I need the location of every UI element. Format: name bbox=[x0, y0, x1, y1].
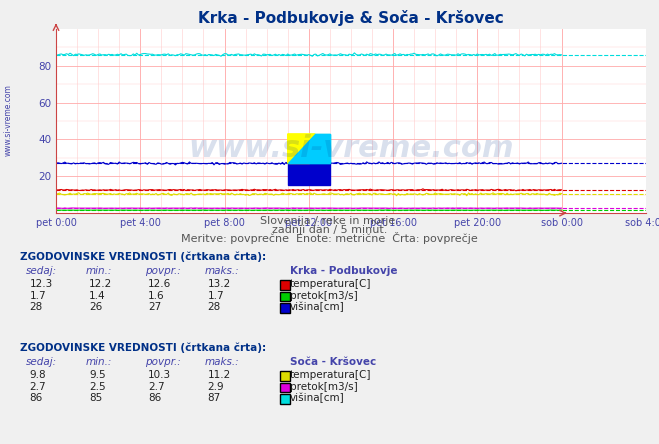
Text: 1.6: 1.6 bbox=[148, 291, 165, 301]
Text: temperatura[C]: temperatura[C] bbox=[290, 370, 372, 381]
Text: pretok[m3/s]: pretok[m3/s] bbox=[290, 382, 358, 392]
Text: 2.7: 2.7 bbox=[30, 382, 46, 392]
Text: sedaj:: sedaj: bbox=[26, 357, 57, 367]
Text: 13.2: 13.2 bbox=[208, 279, 231, 289]
Text: 27: 27 bbox=[148, 302, 161, 313]
Text: 12.6: 12.6 bbox=[148, 279, 171, 289]
Text: 2.9: 2.9 bbox=[208, 382, 224, 392]
Text: maks.:: maks.: bbox=[204, 266, 239, 276]
Text: Meritve: povprečne  Enote: metrične  Črta: povprečje: Meritve: povprečne Enote: metrične Črta:… bbox=[181, 232, 478, 244]
Text: 9.8: 9.8 bbox=[30, 370, 46, 381]
Text: povpr.:: povpr.: bbox=[145, 357, 181, 367]
Text: ZGODOVINSKE VREDNOSTI (črtkana črta):: ZGODOVINSKE VREDNOSTI (črtkana črta): bbox=[20, 342, 266, 353]
Text: Soča - Kršovec: Soča - Kršovec bbox=[290, 357, 376, 367]
Text: min.:: min.: bbox=[86, 357, 112, 367]
Text: maks.:: maks.: bbox=[204, 357, 239, 367]
Text: 11.2: 11.2 bbox=[208, 370, 231, 381]
Text: pretok[m3/s]: pretok[m3/s] bbox=[290, 291, 358, 301]
Text: zadnji dan / 5 minut.: zadnji dan / 5 minut. bbox=[272, 225, 387, 235]
Title: Krka - Podbukovje & Soča - Kršovec: Krka - Podbukovje & Soča - Kršovec bbox=[198, 10, 503, 26]
Polygon shape bbox=[288, 134, 315, 163]
Text: 86: 86 bbox=[148, 393, 161, 404]
Bar bbox=[288, 134, 309, 163]
Text: 26: 26 bbox=[89, 302, 102, 313]
Bar bbox=[309, 134, 330, 163]
Text: 1.7: 1.7 bbox=[208, 291, 224, 301]
Text: 12.3: 12.3 bbox=[30, 279, 53, 289]
Text: 12.2: 12.2 bbox=[89, 279, 112, 289]
Text: ZGODOVINSKE VREDNOSTI (črtkana črta):: ZGODOVINSKE VREDNOSTI (črtkana črta): bbox=[20, 251, 266, 262]
Text: temperatura[C]: temperatura[C] bbox=[290, 279, 372, 289]
Text: 85: 85 bbox=[89, 393, 102, 404]
Text: www.si-vreme.com: www.si-vreme.com bbox=[188, 134, 514, 163]
Bar bbox=[288, 163, 330, 186]
Text: višina[cm]: višina[cm] bbox=[290, 393, 345, 404]
Text: 2.7: 2.7 bbox=[148, 382, 165, 392]
Text: 28: 28 bbox=[30, 302, 43, 313]
Text: 9.5: 9.5 bbox=[89, 370, 105, 381]
Text: povpr.:: povpr.: bbox=[145, 266, 181, 276]
Polygon shape bbox=[288, 134, 330, 163]
Text: 28: 28 bbox=[208, 302, 221, 313]
Text: Slovenija / reke in morje.: Slovenija / reke in morje. bbox=[260, 216, 399, 226]
Text: 10.3: 10.3 bbox=[148, 370, 171, 381]
Text: min.:: min.: bbox=[86, 266, 112, 276]
Text: 1.4: 1.4 bbox=[89, 291, 105, 301]
Text: sedaj:: sedaj: bbox=[26, 266, 57, 276]
Text: 87: 87 bbox=[208, 393, 221, 404]
Text: Krka - Podbukovje: Krka - Podbukovje bbox=[290, 266, 397, 276]
Text: 86: 86 bbox=[30, 393, 43, 404]
Text: 1.7: 1.7 bbox=[30, 291, 46, 301]
Text: www.si-vreme.com: www.si-vreme.com bbox=[3, 84, 13, 156]
Text: 2.5: 2.5 bbox=[89, 382, 105, 392]
Text: višina[cm]: višina[cm] bbox=[290, 302, 345, 313]
